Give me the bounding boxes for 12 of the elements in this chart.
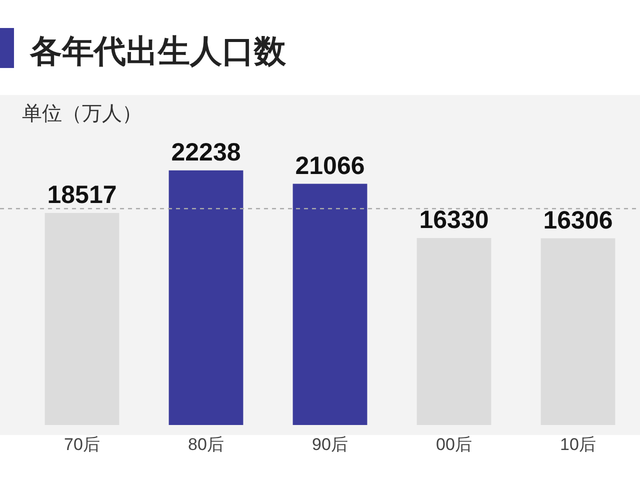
chart-subtitle: 单位（万人） [22,103,142,125]
data-label: 16330 [419,206,489,234]
x-tick-label: 10后 [560,435,596,454]
x-tick-label: 80后 [188,435,224,454]
x-tick-label: 00后 [436,435,472,454]
data-label: 16306 [543,206,613,234]
data-label: 18517 [47,180,117,209]
chart-title: 各年代出生人口数 [29,33,287,69]
data-label: 21066 [295,152,365,180]
x-tick-label: 70后 [64,435,100,454]
x-tick-label: 90后 [312,435,348,454]
data-label: 22238 [171,138,241,166]
